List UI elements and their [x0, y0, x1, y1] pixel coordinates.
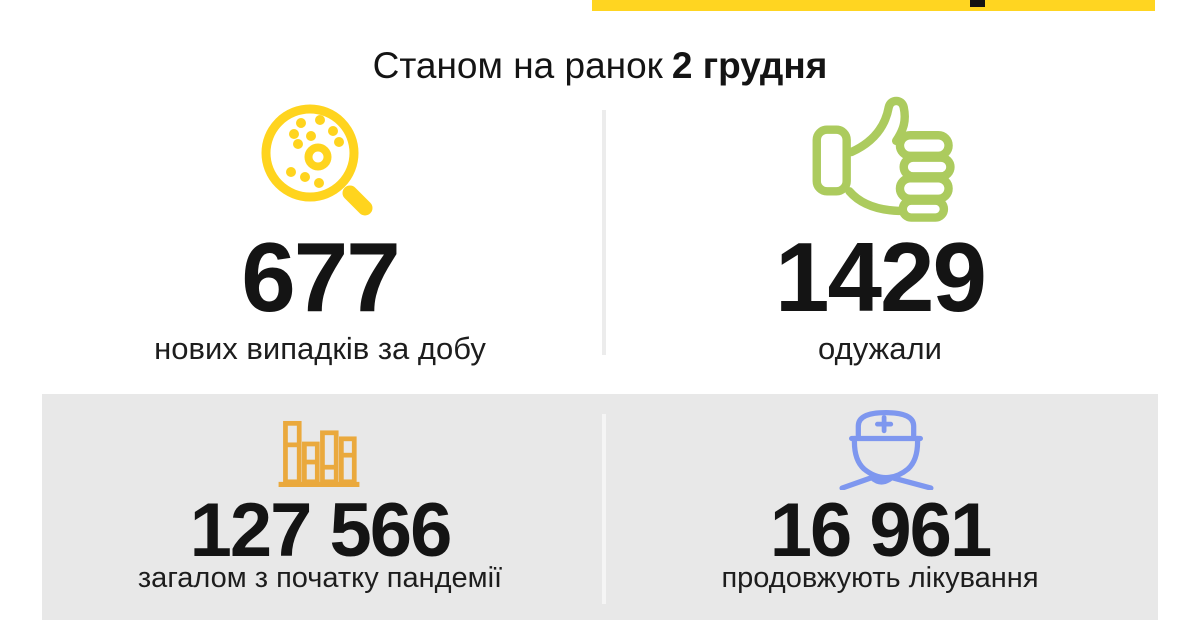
stat-label-recovered: одужали — [818, 331, 942, 366]
bar-chart-icon — [276, 411, 362, 489]
bottom-gray-panel — [42, 394, 1158, 620]
top-column-divider — [602, 110, 606, 355]
virus-magnifier-icon — [258, 101, 378, 223]
topbar-text-remnant — [970, 0, 985, 7]
title-date: 2 грудня — [671, 45, 828, 86]
doctor-icon — [838, 406, 934, 490]
page-title: Станом на ранок 2 грудня — [0, 44, 1200, 88]
thumbs-up-icon — [810, 96, 960, 225]
stat-value-recovered: 1429 — [774, 222, 987, 332]
stat-value-new-cases: 677 — [241, 222, 401, 332]
stat-label-in-treatment: продовжують лікування — [721, 562, 1039, 594]
stat-label-total: загалом з початку пандемії — [137, 562, 503, 594]
top-yellow-bar — [592, 0, 1155, 11]
stat-value-in-treatment: 16 961 — [769, 488, 992, 573]
bottom-column-divider — [602, 414, 606, 604]
stat-label-new-cases: нових випадків за добу — [154, 331, 486, 366]
title-prefix: Станом на ранок — [372, 45, 663, 86]
stat-value-total: 127 566 — [189, 488, 453, 573]
